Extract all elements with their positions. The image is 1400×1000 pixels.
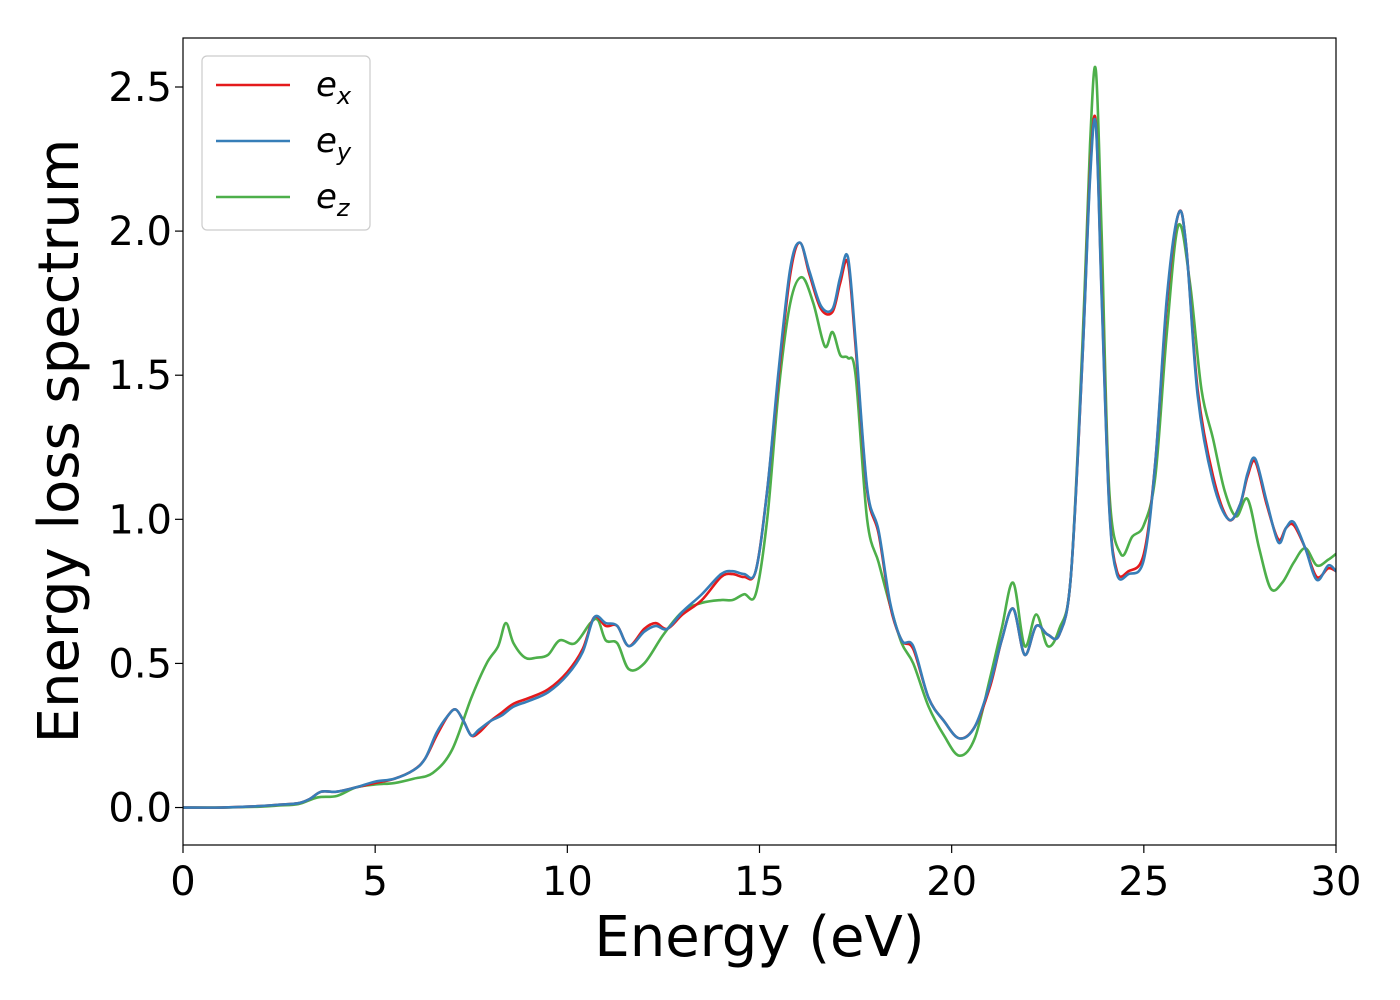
legend-label-subscript: y <box>336 138 352 166</box>
y-tick-label: 1.0 <box>108 497 172 543</box>
y-tick-label: 2.0 <box>108 209 172 255</box>
y-tick-label: 0.5 <box>108 641 172 687</box>
y-axis-label: Energy loss spectrum <box>27 139 92 744</box>
x-tick-label: 5 <box>362 859 387 905</box>
legend-frame <box>201 55 371 231</box>
x-tick-label: 30 <box>1311 859 1362 905</box>
series-line-ez <box>183 65 1336 809</box>
series-layer <box>183 65 1336 809</box>
x-tick-label: 10 <box>542 859 593 905</box>
series-line-ey <box>183 117 1336 809</box>
x-axis: 0 5 10 15 20 25 30 <box>170 845 1361 905</box>
y-tick-label: 1.5 <box>108 353 172 399</box>
y-tick-label: 2.5 <box>108 65 172 111</box>
x-axis-label: Energy (eV) <box>594 905 924 970</box>
x-tick-label: 25 <box>1118 859 1169 905</box>
y-tick-label: 0.0 <box>108 786 172 832</box>
y-axis: 0.0 0.5 1.0 1.5 2.0 2.5 <box>108 65 183 832</box>
x-tick-label: 15 <box>734 859 785 905</box>
x-tick-label: 20 <box>926 859 977 905</box>
x-tick-label: 0 <box>170 859 195 905</box>
legend-label-subscript: x <box>336 82 352 110</box>
legend-label-subscript: z <box>336 194 351 222</box>
